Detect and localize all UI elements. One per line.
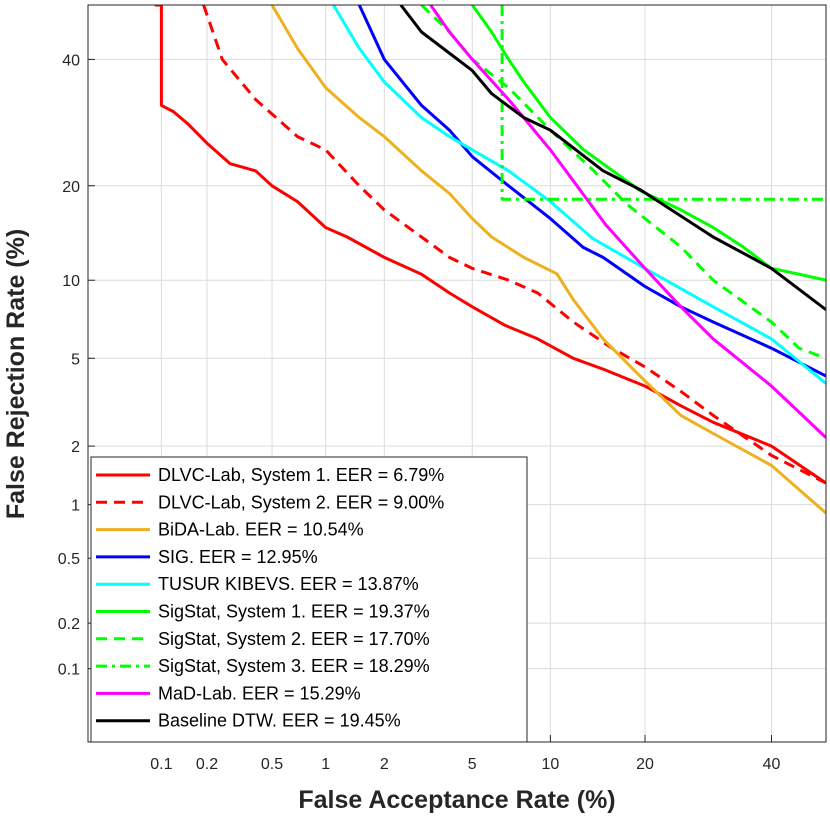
x-tick-label: 0.1 bbox=[150, 756, 172, 773]
x-axis-title: False Acceptance Rate (%) bbox=[298, 786, 615, 814]
x-tick-label: 20 bbox=[636, 756, 654, 773]
x-tick-label: 40 bbox=[763, 756, 781, 773]
legend-label-5: TUSUR KIBEVS. EER = 13.87% bbox=[158, 574, 419, 594]
legend-label-7: SigStat, System 2. EER = 17.70% bbox=[158, 629, 430, 649]
y-tick-label: 1 bbox=[71, 498, 80, 515]
x-tick-label: 0.5 bbox=[261, 756, 283, 773]
series-line-10 bbox=[399, 5, 826, 311]
legend-label-10: Baseline DTW. EER = 19.45% bbox=[158, 711, 401, 731]
series-line-3 bbox=[270, 5, 826, 515]
axis-ticks: 0.1 0.2 0.5 1 2 5 10 20 40 0.1 0.2 0.5 1 2 5 10 20 40 bbox=[58, 52, 781, 773]
legend-label-4: SIG. EER = 12.95% bbox=[158, 547, 318, 567]
legend-label-3: BiDA-Lab. EER = 10.54% bbox=[158, 520, 364, 540]
series-layer bbox=[154, 5, 826, 515]
y-tick-label: 40 bbox=[62, 52, 80, 69]
series-line-5 bbox=[332, 5, 826, 385]
series-line-7 bbox=[420, 5, 826, 360]
series-line-9 bbox=[429, 5, 826, 439]
legend-label-1: DLVC-Lab, System 1. EER = 6.79% bbox=[158, 465, 444, 485]
y-axis-title: False Rejection Rate (%) bbox=[2, 229, 30, 519]
x-tick-label: 0.2 bbox=[196, 756, 218, 773]
legend-label-2: DLVC-Lab, System 2. EER = 9.00% bbox=[158, 492, 444, 512]
legend-label-9: MaD-Lab. EER = 15.29% bbox=[158, 683, 361, 703]
y-tick-label: 0.2 bbox=[58, 616, 80, 633]
x-tick-label: 1 bbox=[321, 756, 330, 773]
series-line-4 bbox=[357, 5, 826, 378]
legend-box bbox=[90, 456, 528, 743]
series-line-2 bbox=[202, 5, 826, 485]
series-line-1 bbox=[154, 5, 826, 485]
legend-items: DLVC-Lab, System 1. EER = 6.79% DLVC-Lab,… bbox=[96, 465, 444, 731]
x-tick-label: 2 bbox=[380, 756, 389, 773]
y-tick-label: 0.1 bbox=[58, 662, 80, 679]
y-tick-label: 20 bbox=[62, 179, 80, 196]
y-tick-label: 2 bbox=[71, 439, 80, 456]
y-tick-label: 0.5 bbox=[58, 551, 80, 568]
y-tick-label: 10 bbox=[62, 273, 80, 290]
legend-label-8: SigStat, System 3. EER = 18.29% bbox=[158, 656, 430, 676]
series-line-8 bbox=[500, 5, 826, 201]
legend-label-6: SigStat, System 1. EER = 19.37% bbox=[158, 602, 430, 622]
y-tick-label: 5 bbox=[71, 351, 80, 368]
x-tick-label: 10 bbox=[541, 756, 559, 773]
legend: DLVC-Lab, System 1. EER = 6.79% DLVC-Lab,… bbox=[90, 456, 528, 743]
x-tick-label: 5 bbox=[468, 756, 477, 773]
